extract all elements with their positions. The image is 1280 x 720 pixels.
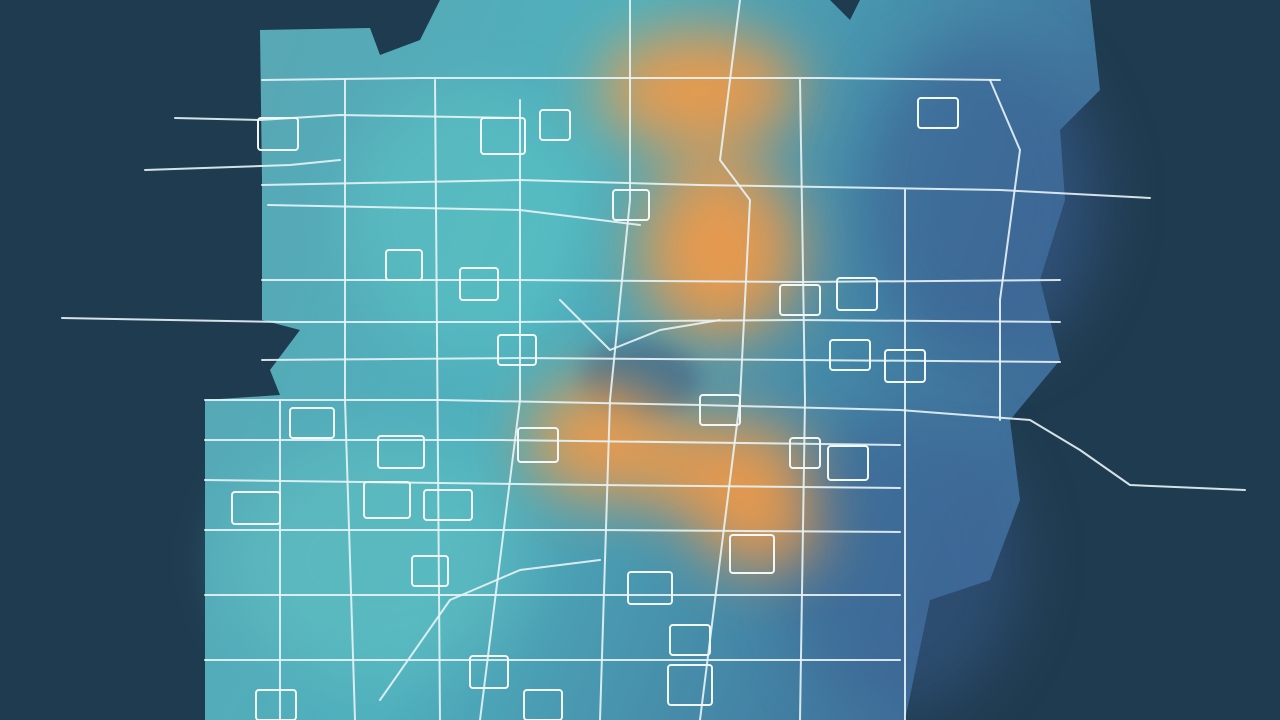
roads <box>61 0 1246 720</box>
heat-zones <box>530 30 820 570</box>
map-icons <box>231 97 959 720</box>
